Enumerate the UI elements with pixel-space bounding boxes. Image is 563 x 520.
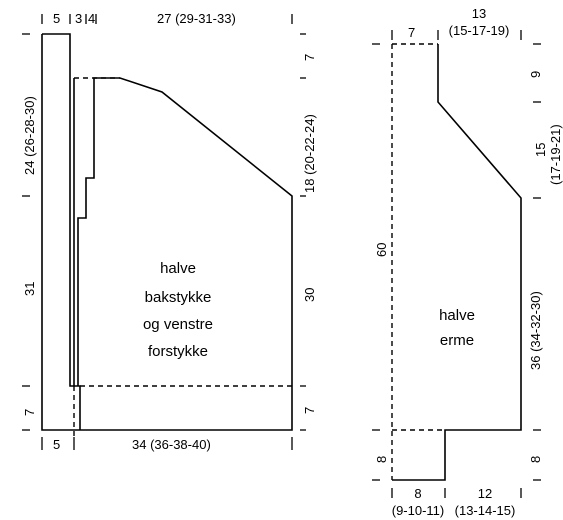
- sleeve-bottom-measure-2: (9-10-11): [392, 503, 445, 518]
- body-title-line-2: bakstykke: [145, 289, 212, 306]
- sleeve-title-line-1: halve: [439, 307, 475, 324]
- sleeve-right-measure-2: 15: [533, 143, 548, 157]
- sleeve-left-measure-1: 60: [374, 243, 389, 257]
- body-bottom-measure-1: 5: [53, 437, 60, 452]
- sleeve-right-measure-5: 8: [528, 456, 543, 463]
- sleeve-piece: 7 13 (15-17-19) 60 8 9 15 (17-19-21) 36 …: [372, 6, 563, 518]
- sleeve-top-measure-3: (15-17-19): [449, 23, 510, 38]
- sleeve-right-measure-1: 9: [528, 71, 543, 78]
- body-left-measure-1: 24 (26-28-30): [22, 96, 37, 175]
- body-bottom-measure-2: 34 (36-38-40): [132, 437, 211, 452]
- body-piece: 5 3 4 27 (29-31-33) 24 (26-28-30) 31 7 7…: [22, 11, 317, 452]
- body-top-measure-1: 5: [53, 11, 60, 26]
- sleeve-title-line-2: erme: [440, 332, 474, 349]
- body-left-measure-2: 31: [22, 282, 37, 296]
- sleeve-outline: [392, 44, 522, 481]
- sleeve-bottom-measure-3: 12: [478, 486, 492, 501]
- body-right-measure-3: 30: [302, 288, 317, 302]
- body-top-measure-4: 27 (29-31-33): [157, 11, 236, 26]
- sleeve-left-measure-2: 8: [374, 456, 389, 463]
- sleeve-top-measure-1: 7: [408, 25, 415, 40]
- sleeve-top-measure-2: 13: [472, 6, 486, 21]
- body-title-line-3: og venstre: [143, 316, 213, 333]
- body-right-measure-2: 18 (20-22-24): [302, 114, 317, 193]
- body-right-measure-1: 7: [302, 54, 317, 61]
- body-left-measure-3: 7: [22, 409, 37, 416]
- body-outline: [41, 33, 293, 431]
- sleeve-bottom-measure-1: 8: [414, 486, 421, 501]
- body-top-measure-3: 4: [88, 11, 95, 26]
- body-title-line-1: halve: [160, 260, 196, 277]
- sleeve-right-measure-3: (17-19-21): [548, 124, 563, 185]
- body-right-measure-4: 7: [302, 407, 317, 414]
- sleeve-right-measure-4: 36 (34-32-30): [528, 291, 543, 370]
- sleeve-bottom-measure-4: (13-14-15): [455, 503, 516, 518]
- body-top-measure-2: 3: [75, 11, 82, 26]
- body-title-line-4: forstykke: [148, 343, 208, 360]
